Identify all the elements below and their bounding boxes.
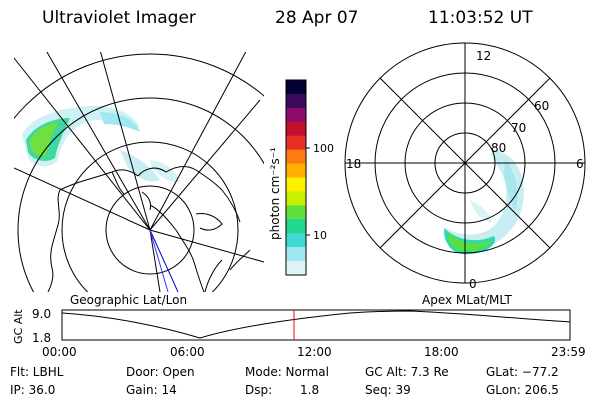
mlat-label-60: 60: [534, 99, 549, 113]
info-ip: IP: 36.0: [10, 383, 56, 397]
coastlines: [47, 165, 251, 292]
info-seq: Seq: 39: [365, 383, 411, 397]
colorbar-swatch: [286, 121, 306, 137]
colorbar-swatch: [286, 219, 306, 234]
apex-label: Apex MLat/MLT: [422, 293, 512, 307]
altitude-ytick-9: 9.0: [32, 307, 51, 321]
mlt-label-0: 0: [469, 277, 477, 291]
meridians: [14, 52, 264, 292]
info-gain: Gain: 14: [126, 383, 177, 397]
info-glon: GLon: 206.5: [486, 383, 559, 397]
info-dsp-label: Dsp:: [245, 383, 273, 397]
colorbar-swatch: [286, 261, 306, 276]
info-mode: Mode: Normal: [245, 365, 329, 379]
mlt-label-6: 6: [576, 157, 584, 171]
mlat-label-70: 70: [511, 121, 526, 135]
altitude-xtick-1800: 18:00: [424, 345, 459, 359]
sun-direction-line: [149, 229, 179, 292]
colorbar-swatch: [286, 191, 306, 206]
mlat-label-80: 80: [491, 141, 506, 155]
altitude-xtick-0600: 06:00: [170, 345, 205, 359]
aurora-emission-right: [443, 150, 524, 255]
colorbar-unit-label: photon cm⁻²s⁻¹: [268, 147, 282, 240]
latitude-circles: [14, 53, 264, 292]
altitude-curve: [61, 310, 571, 339]
info-dsp-value: 1.8: [300, 383, 320, 397]
geographic-map: [14, 52, 264, 292]
colorbar-gradient: [286, 80, 306, 276]
mlt-label-12: 12: [476, 49, 491, 63]
info-gcalt: GC Alt: 7.3 Re: [365, 365, 449, 379]
altitude-ytick-1-8: 1.8: [32, 331, 51, 345]
info-flt: Flt: LBHL: [10, 365, 64, 379]
altitude-plot-frame: [61, 309, 571, 341]
colorbar-swatch: [286, 80, 306, 95]
colorbar-swatch: [286, 149, 306, 165]
colorbar-swatch: [286, 163, 306, 179]
satellite-track-line: [149, 229, 169, 292]
mlt-label-18: 18: [346, 157, 361, 171]
altitude-xtick-2359: 23:59: [551, 345, 586, 359]
colorbar-label-100: 100: [313, 142, 334, 155]
aurora-emission-left: [22, 105, 180, 183]
altitude-xtick-1200: 12:00: [297, 345, 332, 359]
colorbar-swatch: [286, 247, 306, 262]
colorbar-frame: [285, 79, 307, 276]
info-glat: GLat: −77.2: [486, 365, 559, 379]
colorbar-label-10: 10: [313, 229, 327, 242]
date-label: 28 Apr 07: [275, 8, 359, 28]
altitude-plot: GC Alt 9.0 1.8 00:00 06:00 12:00 18:00 2…: [12, 307, 586, 359]
colorbar-swatch: [286, 205, 306, 220]
colorbar-swatch: [286, 233, 306, 248]
instrument-title: Ultraviolet Imager: [42, 8, 196, 28]
altitude-xtick-0000: 00:00: [42, 345, 77, 359]
colorbar-swatch: [286, 177, 306, 193]
altitude-ylabel: GC Alt: [12, 309, 25, 344]
polar-plot: 12 18 6 0 60 70 80: [344, 42, 586, 291]
colorbar-swatch: [286, 107, 306, 123]
colorbar-swatch: [286, 135, 306, 151]
colorbar: 100 10 photon cm⁻²s⁻¹: [268, 79, 334, 276]
time-label: 11:03:52 UT: [428, 8, 533, 28]
geographic-label: Geographic Lat/Lon: [70, 293, 187, 307]
info-door: Door: Open: [126, 365, 195, 379]
polar-grid-lines: [345, 43, 585, 283]
colorbar-swatch: [286, 93, 306, 109]
